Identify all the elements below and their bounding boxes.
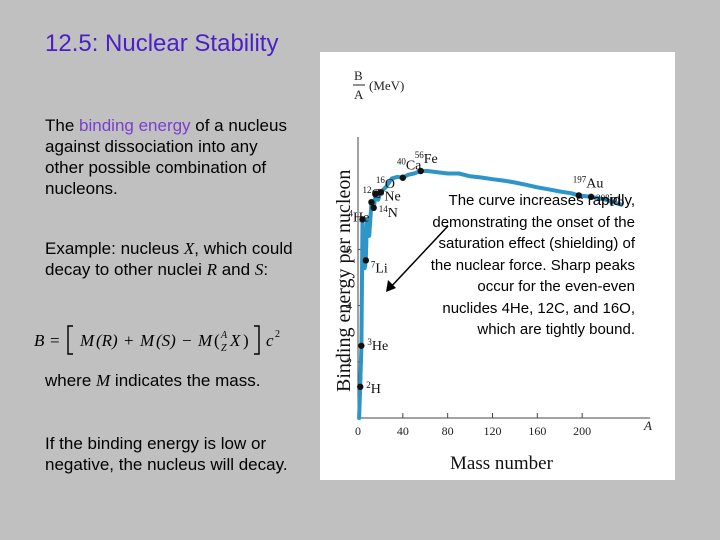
- nuclide-label-208pb: 208Pb: [596, 193, 624, 210]
- x-tick-label: 160: [528, 424, 546, 438]
- binding-energy-term: binding energy: [79, 116, 191, 135]
- example-text-1: Example: nucleus: [45, 239, 184, 258]
- slide-title: 12.5: Nuclear Stability: [45, 30, 279, 57]
- eq-plus: +: [124, 331, 134, 350]
- eq-b: B: [34, 331, 45, 350]
- mass-text-1: where: [45, 371, 97, 390]
- y-axis-title: Binding energy per nucleon: [333, 170, 355, 392]
- y-frac-top: B: [354, 68, 363, 83]
- eq-paren-close: ): [243, 331, 249, 350]
- mass-text-2: indicates the mass.: [110, 371, 261, 390]
- nuclide-points: 2H3He4He7Li12C14N16O20Ne40Ca56Fe197Au208…: [348, 150, 624, 397]
- axis-ticks: 0 40 80 120 160 200 2 4 6: [346, 242, 591, 438]
- nuclide-label-197au: 197Au: [573, 174, 604, 191]
- def-text-pre: The: [45, 116, 80, 135]
- y-tick-label: 2: [346, 355, 352, 369]
- eq-equals: =: [50, 331, 60, 350]
- decay-condition: If the binding energy is low or negative…: [45, 434, 288, 474]
- nuclide-point-56fe: [417, 167, 424, 175]
- x-tick-label: 80: [442, 424, 454, 438]
- eq-minus: −: [182, 331, 192, 350]
- x-axis-symbol: A: [643, 418, 652, 433]
- nuclide-point-14n: [370, 204, 377, 212]
- eq-x: X: [229, 331, 241, 350]
- nuclide-point-3he: [358, 342, 365, 349]
- def-text-post: of a nucleus against dissociation into a…: [45, 116, 287, 198]
- x-tick-label: 0: [355, 424, 361, 438]
- nuclide-point-4he: [359, 216, 366, 223]
- binding-energy-equation: B = M (R) + M (S) − M ( A Z X ) c 2: [34, 325, 280, 355]
- nuclide-point-20ne: [377, 189, 384, 196]
- x-tick-label: 200: [573, 424, 591, 438]
- y-frac-bottom: A: [354, 87, 364, 102]
- nuclide-label-16o: 16O: [376, 175, 395, 192]
- example-text-4: :: [263, 260, 269, 279]
- nuclide-point-40ca: [399, 174, 407, 181]
- binding-energy-figure: 0 40 80 120 160 200 2 4 6 B A (MeV) A Binding en…: [320, 52, 675, 480]
- example-paragraph: Example: nucleus X, which could decay to…: [45, 238, 295, 280]
- nuclide-label-20ne: 20Ne: [375, 187, 400, 204]
- annotation-arrow-head: [386, 280, 396, 292]
- nuclide-point-197au: [575, 192, 583, 199]
- mass-definition: where M indicates the mass.: [45, 370, 295, 391]
- binding-energy-definition: The binding energy of a nucleus against …: [45, 115, 295, 199]
- binding-energy-chart: 0 40 80 120 160 200 2 4 6 B A (MeV) A Binding en…: [333, 68, 652, 474]
- eq-r: (R): [96, 331, 118, 350]
- eq-left-bracket: [67, 325, 73, 355]
- nuclide-label-14n: 14N: [379, 204, 398, 221]
- var-m: M: [96, 371, 111, 390]
- y-unit: (MeV): [369, 78, 404, 93]
- nuclide-point-208pb: [587, 193, 595, 201]
- nuclide-label-3he: 3He: [367, 337, 388, 354]
- annotation-arrow: [387, 225, 449, 291]
- eq-c: c: [266, 331, 274, 350]
- nuclide-label-4he: 4He: [348, 208, 369, 225]
- eq-squared: 2: [275, 329, 280, 340]
- eq-s: (S): [156, 331, 176, 350]
- binding-energy-curve: [357, 169, 624, 420]
- eq-atomic-number: Z: [221, 343, 227, 354]
- eq-m2: M: [139, 331, 155, 350]
- eq-m3: M: [197, 331, 213, 350]
- nuclide-label-56fe: 56Fe: [415, 150, 438, 167]
- nuclide-point-2h: [357, 383, 364, 391]
- nuclide-label-2h: 2H: [366, 380, 381, 397]
- var-x: X: [183, 239, 195, 258]
- example-text-2: , which could decay to other nuclei: [45, 239, 293, 279]
- eq-right-bracket: [254, 325, 260, 355]
- x-tick-label: 40: [397, 424, 409, 438]
- y-tick-label: 6: [346, 242, 352, 256]
- nuclide-point-12c: [368, 198, 375, 206]
- eq-m1: M: [79, 331, 95, 350]
- nuclide-point-7li: [362, 257, 370, 264]
- curve-explanation: The curve increases rapidly, demonstrati…: [430, 192, 635, 338]
- nuclide-label-7li: 7Li: [371, 259, 388, 276]
- eq-paren-open: (: [214, 331, 220, 350]
- x-tick-label: 120: [484, 424, 502, 438]
- example-text-3: and: [217, 260, 255, 279]
- var-r: R: [206, 260, 217, 279]
- x-axis-title: Mass number: [450, 453, 554, 474]
- y-tick-label: 4: [346, 299, 352, 313]
- eq-mass-number: A: [220, 330, 228, 341]
- chart-axes: [357, 137, 650, 419]
- var-s: S: [254, 260, 264, 279]
